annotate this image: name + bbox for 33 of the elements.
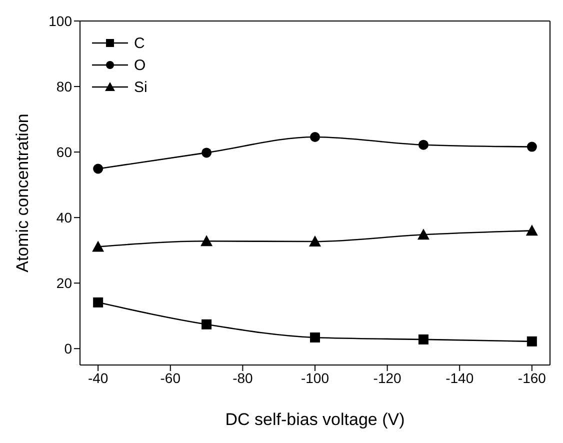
point: [526, 142, 537, 152]
point: [93, 164, 104, 174]
point: [202, 319, 212, 330]
point: [417, 228, 430, 240]
y-tick-label: 20: [56, 275, 72, 292]
x-axis-title: DC self-bias voltage (V): [225, 410, 405, 429]
point: [309, 235, 321, 246]
legend-label: C: [134, 34, 145, 52]
x-tick-label: -80: [232, 370, 254, 386]
point: [526, 224, 538, 236]
point: [418, 140, 428, 150]
x-tick-label: -160: [518, 370, 546, 386]
point: [310, 132, 320, 142]
point: [92, 240, 104, 252]
point: [200, 235, 213, 246]
point: [310, 332, 320, 342]
y-tick-label: 40: [56, 210, 72, 226]
x-tick-label: -60: [160, 370, 181, 386]
point: [202, 148, 212, 158]
legend-label: O: [134, 56, 146, 74]
x-tick-label: -120: [373, 370, 402, 386]
y-tick-label: 80: [56, 78, 72, 94]
y-tick-label: 0: [64, 340, 72, 357]
y-tick-label: 100: [48, 12, 72, 29]
legend-label: Si: [134, 78, 148, 96]
point: [526, 336, 537, 346]
y-tick-label: 60: [56, 144, 72, 160]
x-tick-label: -100: [300, 370, 330, 386]
x-tick-label: -40: [88, 370, 108, 386]
y-axis-title: Atomic concentration: [13, 114, 32, 272]
x-tick-label: -140: [446, 370, 474, 386]
point: [93, 297, 104, 308]
point: [418, 334, 428, 344]
